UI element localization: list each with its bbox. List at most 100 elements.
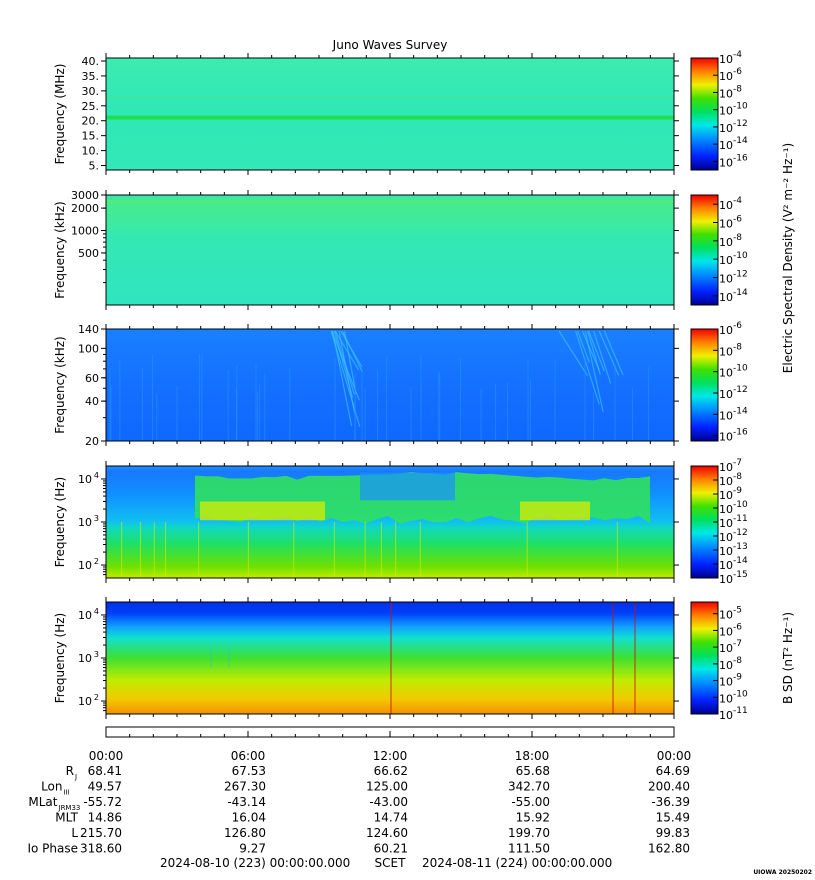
ephemeris-value: 14.86 [88,811,122,825]
y-tick-label: 30. [82,85,100,98]
colorbar-tick-exponent: -11 [733,514,748,524]
ephemeris-value: 68.41 [88,764,122,778]
colorbar-tick-base: 10 [719,218,733,231]
colorbar-tick-base: 10 [719,709,733,722]
ephemeris-value: 199.70 [508,826,550,840]
emission-arc [558,330,589,377]
colorbar-tick-exponent: -14 [733,406,748,416]
ephemeris-value: 99.83 [656,826,690,840]
colorbar-tick-exponent: -8 [733,233,742,243]
emission-arc [587,330,601,375]
emission-arc [341,330,363,372]
colorbar-tick-exponent: -4 [733,196,742,206]
x-tick-label: 06:00 [231,749,266,763]
colorbar-tick-base: 10 [719,545,733,558]
colorbar-tick-exponent: -8 [733,656,742,666]
ephemeris-value: -43.00 [369,795,408,809]
spectrogram-background [106,602,674,714]
y-tick-label: 40 [85,395,99,408]
emission-arc [343,330,357,395]
spectrogram-panels: 5. 10. 15. 20. 25. 30. 35. 40. Frequency (MHz) 10… [53,50,795,722]
y-tick-label: 40. [82,55,100,68]
colorbar-tick-exponent: -6 [733,67,742,77]
spectrogram-background [106,195,674,305]
colorbar-tick-exponent: -6 [733,321,742,331]
ephemeris-label: R [66,764,74,778]
emission-arc [584,330,604,413]
ephemeris-label: Lon [41,780,62,794]
emission-band [106,199,674,206]
colorbar-tick-base: 10 [719,291,733,304]
ephemeris-value: 342.70 [508,780,550,794]
y-axis-label: Frequency (MHz) [53,64,67,165]
colorbar-tick-base: 10 [719,345,733,358]
colorbar-tick-exponent: -16 [733,428,748,438]
colorbar-tick-base: 10 [719,367,733,380]
footer: 2024-08-10 (223) 00:00:00.000 SCET 2024-08… [160,856,812,876]
ephemeris-value: 111.50 [508,842,550,856]
colorbar-tick-exponent: -10 [733,689,748,699]
colorbar-tick-base: 10 [719,388,733,401]
colorbar-tick-exponent: -4 [733,50,742,60]
spectrogram-image [106,466,674,578]
footer-end-date: 2024-08-11 (224) 00:00:00.000 [422,856,612,870]
footer-scet-label: SCET [375,856,407,870]
colorbar-tick-base: 10 [719,122,733,135]
ephemeris-value: 16.04 [232,811,266,825]
colorbar-tick-exponent: -13 [733,542,748,552]
timeline-axis: 00:00 06:00 12:00 18:00 00:00 [89,726,692,763]
ephemeris-value: -55.00 [511,795,550,809]
ephemeris-value: 215.70 [80,826,122,840]
spectrogram-image [106,329,674,441]
footer-start-date: 2024-08-10 (223) 00:00:00.000 [160,856,350,870]
y-tick-exponent: 2 [94,557,99,566]
y-axis-label: Frequency (Hz) [53,613,67,704]
y-tick-label: 10 [78,516,92,529]
ephemeris-label: MLat [28,795,57,809]
colorbar-tick-exponent: -15 [733,570,748,580]
colorbar-tick-base: 10 [719,609,733,622]
shared-colorbar-label: Electric Spectral Density (V² m⁻² Hz⁻¹) [781,143,795,373]
ephemeris-value: 124.60 [366,826,408,840]
ephemeris-label: MLT [55,811,78,825]
spectrogram-image [106,58,674,170]
spectrogram-background [106,329,674,441]
colorbar-tick-exponent: -8 [733,472,742,482]
y-tick-label: 2000 [71,202,99,215]
ephemeris-value: -43.14 [227,795,266,809]
ephemeris-value: 162.80 [648,842,690,856]
colorbar-tick-base: 10 [719,105,733,118]
ephemeris-value: 49.57 [88,780,122,794]
ephemeris-value: 67.53 [232,764,266,778]
emission-arc [334,330,360,371]
emission-arc [332,330,353,427]
colorbar-tick-exponent: -14 [733,556,748,566]
x-tick-label: 00:00 [657,749,692,763]
colorbar [690,57,719,171]
emission-band [106,95,674,98]
emission-arc [576,330,590,363]
spectrogram-image [106,195,674,305]
ephemeris-value: -55.72 [83,795,122,809]
colorbar-tick-exponent: -5 [733,606,742,616]
ephemeris-value: 64.69 [656,764,690,778]
ephemeris-label-subscript: J [74,773,77,781]
colorbar [690,601,719,715]
colorbar-tick-base: 10 [719,431,733,444]
y-tick-exponent: 3 [94,514,99,523]
colorbar-tick-exponent: -6 [733,622,742,632]
colorbar-tick-base: 10 [719,573,733,586]
colorbar-tick-exponent: -7 [733,639,742,649]
colorbar-tick-base: 10 [719,642,733,655]
emission-arc [588,330,605,372]
colorbar-tick-base: 10 [719,503,733,516]
colorbar-tick-base: 10 [719,659,733,672]
ephemeris-value: 15.92 [516,811,550,825]
y-tick-label: 500 [78,247,99,260]
colorbar-tick-base: 10 [719,517,733,530]
colorbar-tick-exponent: -14 [733,288,748,298]
y-tick-label: 10 [78,609,92,622]
